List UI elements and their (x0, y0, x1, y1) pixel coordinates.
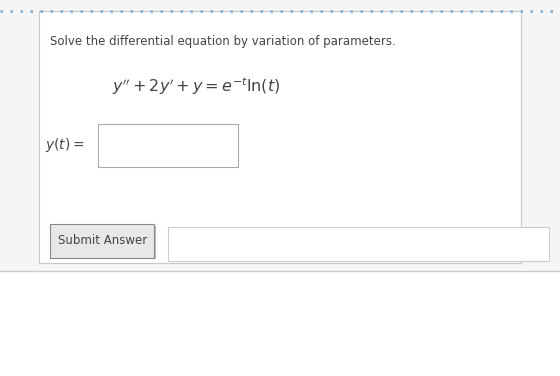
Text: Solve the differential equation by variation of parameters.: Solve the differential equation by varia… (50, 35, 396, 48)
Bar (168, 227, 549, 261)
Text: Submit Answer: Submit Answer (58, 234, 147, 247)
Bar (0, 271, 560, 376)
Bar (50, 224, 154, 258)
Bar (39, 11, 521, 263)
Text: $y'' + 2y' + y = e^{-t}\ln(t)$: $y'' + 2y' + y = e^{-t}\ln(t)$ (112, 76, 281, 97)
Bar (52, 226, 156, 259)
Text: $y(t) =$: $y(t) =$ (45, 136, 85, 154)
Bar (98, 124, 238, 167)
